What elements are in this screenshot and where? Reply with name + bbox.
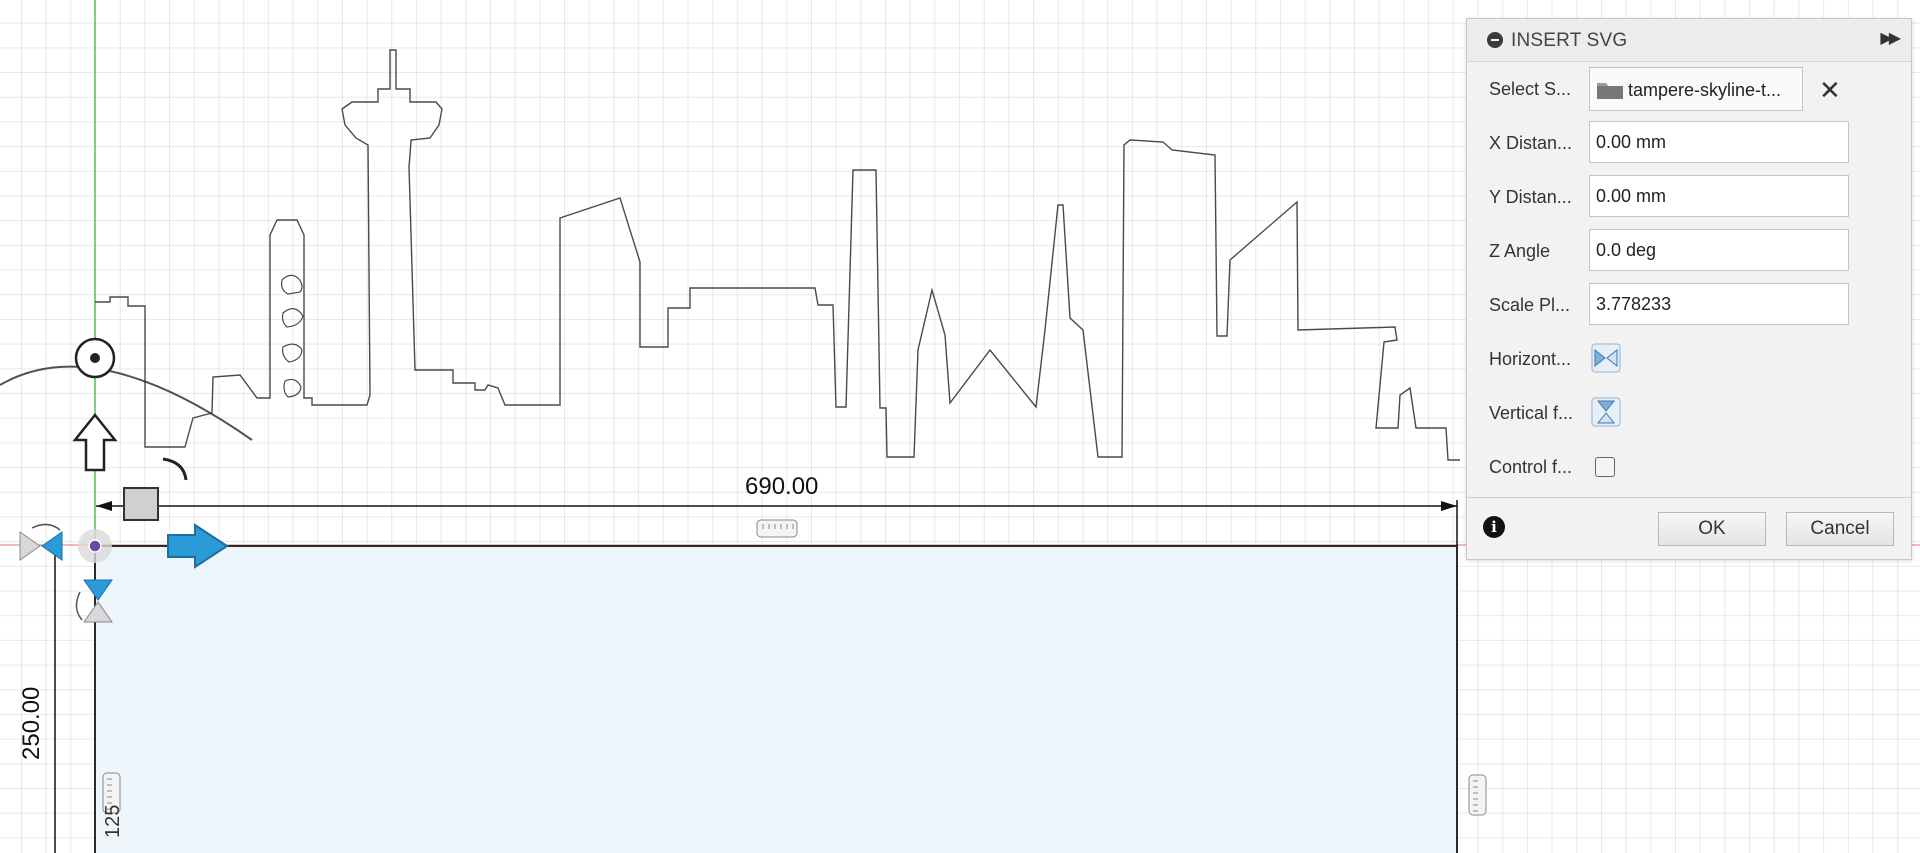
dimension-handle-icon[interactable] [756, 519, 798, 538]
collapse-icon[interactable] [1487, 32, 1503, 48]
control-frame-row: Control f... [1467, 445, 1911, 489]
cancel-button[interactable]: Cancel [1786, 512, 1894, 546]
flip-horizontal-handle-icon[interactable] [19, 523, 63, 561]
x-distance-input[interactable] [1589, 121, 1849, 163]
flip-horizontal-icon[interactable] [1591, 343, 1621, 373]
dialog-header[interactable]: INSERT SVG ▶▶ [1467, 19, 1911, 62]
scale-label: Scale Pl... [1489, 295, 1571, 315]
clear-file-icon[interactable]: ✕ [1819, 75, 1841, 105]
flip-vertical-icon[interactable] [1591, 397, 1621, 427]
insert-svg-dialog: INSERT SVG ▶▶ Select S... tampere-skylin… [1466, 18, 1912, 560]
info-icon[interactable]: i [1483, 516, 1505, 538]
skyline-outline[interactable] [95, 49, 1460, 461]
folder-icon [1597, 83, 1623, 99]
dialog-title: INSERT SVG [1511, 30, 1628, 51]
z-angle-input[interactable] [1589, 229, 1849, 271]
y-distance-label: Y Distan... [1489, 187, 1572, 207]
control-frame-checkbox[interactable] [1595, 457, 1615, 477]
flip-vertical-handle-icon[interactable] [75, 579, 113, 623]
x-distance-label: X Distan... [1489, 133, 1573, 153]
width-dimension-text[interactable]: 690.00 [745, 473, 819, 500]
origin-point[interactable] [78, 529, 112, 563]
horizontal-flip-row: Horizont... [1467, 337, 1911, 381]
vertical-flip-label: Vertical f... [1489, 403, 1574, 423]
rotate-arrow-icon[interactable] [162, 457, 188, 481]
sketch-rectangle[interactable] [94, 545, 1458, 853]
rotation-arc [0, 365, 253, 441]
x-distance-row: X Distan... [1467, 121, 1911, 165]
z-angle-label: Z Angle [1489, 241, 1551, 261]
rotate-handle-icon[interactable] [74, 337, 116, 379]
y-distance-input[interactable] [1589, 175, 1849, 217]
file-name: tampere-skyline-t... [1628, 80, 1782, 100]
dimension-arrow-right [1441, 501, 1457, 511]
select-svg-label: Select S... [1489, 79, 1572, 99]
move-arrow-up-icon[interactable] [72, 412, 118, 472]
horizontal-flip-label: Horizont... [1489, 349, 1572, 369]
ok-button[interactable]: OK [1658, 512, 1766, 546]
height-dimension-text[interactable]: 250.00 [18, 686, 45, 760]
dialog-footer: i OK Cancel [1467, 497, 1911, 560]
vertical-flip-row: Vertical f... [1467, 391, 1911, 435]
select-svg-row: Select S... tampere-skyline-t... ✕ [1467, 67, 1911, 111]
z-angle-row: Z Angle [1467, 229, 1911, 273]
dimension-handle-icon[interactable] [102, 772, 121, 814]
tower-detail [281, 274, 304, 398]
select-file-button[interactable]: tampere-skyline-t... [1589, 67, 1803, 111]
y-distance-row: Y Distan... [1467, 175, 1911, 219]
dimension-arrow-left [96, 501, 112, 511]
secondary-dimension-text[interactable]: 125 [102, 804, 124, 838]
scale-row: Scale Pl... [1467, 283, 1911, 327]
dimension-handle-icon[interactable] [1468, 774, 1487, 816]
scale-handle-icon[interactable] [123, 487, 159, 521]
control-frame-label: Control f... [1489, 457, 1573, 477]
move-arrow-right-icon[interactable] [167, 523, 229, 569]
expand-icon[interactable]: ▶▶ [1880, 30, 1901, 47]
scale-input[interactable] [1589, 283, 1849, 325]
